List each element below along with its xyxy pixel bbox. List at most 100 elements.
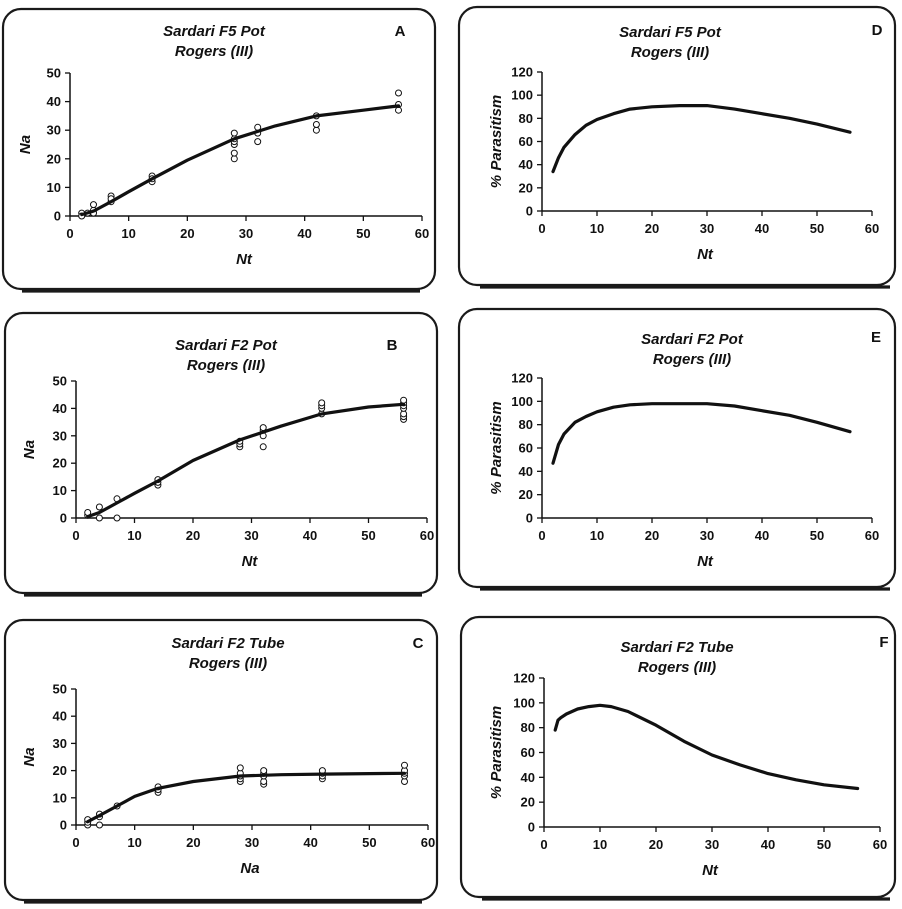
x-axis-label: Na	[240, 860, 259, 877]
panel-frame	[3, 618, 439, 902]
x-axis-label: Nt	[702, 862, 719, 879]
x-tick-label: 60	[865, 221, 879, 236]
x-tick-label: 30	[244, 528, 258, 543]
chart-title-line: Rogers (III)	[189, 655, 267, 672]
fitted-curve-line	[86, 402, 406, 519]
panel-A: Sardari F5 Pot Rogers (III) A 0 10 20 30 40 50 0 1…	[0, 6, 440, 296]
x-tick-label: 20	[649, 837, 663, 852]
x-tick-label: 0	[540, 837, 547, 852]
x-tick-label: 0	[538, 528, 545, 543]
y-tick-label: 50	[53, 374, 67, 389]
y-tick-label: 100	[513, 695, 535, 710]
x-tick-label: 20	[645, 221, 659, 236]
data-point	[401, 761, 408, 769]
panel-B: Sardari F2 Pot Rogers (III) B 0 10 20 30 40 50 0 1…	[2, 310, 442, 600]
fitted-curve-line	[551, 402, 852, 465]
y-tick-label: 80	[519, 111, 533, 126]
y-tick-label: 20	[53, 456, 67, 471]
x-tick-label: 40	[303, 835, 317, 850]
y-tick-label: 30	[53, 736, 67, 751]
x-tick-label: 10	[593, 837, 607, 852]
chart-title-line: Rogers (III)	[638, 659, 716, 676]
panel-C: Sardari F2 Tube Rogers (III) C 0 10 20 30 40 50 0…	[2, 617, 442, 907]
data-point	[96, 821, 103, 829]
chart-B: Sardari F2 Pot Rogers (III) B 0 10 20 30 40 50 0 1…	[3, 311, 439, 597]
x-tick-label: 60	[420, 528, 434, 543]
y-axis-label: % Parasitism	[488, 706, 505, 799]
y-tick-label: 80	[519, 417, 533, 432]
x-tick-label: 10	[121, 226, 135, 241]
panel-E: Sardari F2 Pot Rogers (III) E 0 20 40 60 80 100 1…	[456, 306, 900, 594]
y-tick-label: 80	[521, 720, 535, 735]
x-tick-label: 30	[245, 835, 259, 850]
x-tick-label: 40	[755, 528, 769, 543]
x-tick-label: 60	[415, 226, 429, 241]
y-tick-label: 40	[53, 401, 67, 416]
panel-frame	[457, 307, 897, 589]
x-tick-label: 40	[761, 837, 775, 852]
x-tick-label: 50	[356, 226, 370, 241]
y-tick-label: 60	[521, 745, 535, 760]
x-tick-label: 50	[362, 835, 376, 850]
data-point	[95, 503, 103, 511]
chart-title-line: Sardari F2 Pot	[175, 337, 278, 354]
y-tick-label: 30	[53, 428, 67, 443]
panel-letter: A	[395, 23, 406, 40]
y-axis-label: % Parasitism	[488, 401, 505, 494]
data-point	[400, 396, 408, 404]
y-tick-label: 120	[513, 671, 535, 686]
y-tick-label: 0	[526, 511, 533, 526]
data-point	[260, 767, 268, 775]
chart-title-line: Sardari F2 Tube	[620, 639, 733, 656]
y-tick-label: 40	[47, 94, 61, 109]
x-tick-label: 0	[66, 226, 73, 241]
data-point	[113, 514, 121, 522]
y-axis-label: Na	[21, 747, 38, 766]
panel-letter: C	[413, 635, 424, 652]
x-tick-label: 50	[810, 528, 824, 543]
x-axis-label: Nt	[697, 553, 714, 570]
panel-D: Sardari F5 Pot Rogers (III) D 0 20 40 60 80 100 1…	[456, 4, 900, 292]
x-tick-label: 50	[361, 528, 375, 543]
x-tick-label: 0	[538, 221, 545, 236]
data-point	[95, 514, 103, 522]
fitted-curve-line	[86, 771, 407, 824]
data-point	[312, 121, 320, 128]
y-tick-label: 40	[519, 464, 533, 479]
x-tick-label: 40	[755, 221, 769, 236]
x-tick-label: 0	[72, 835, 79, 850]
chart-C: Sardari F2 Tube Rogers (III) C 0 10 20 30 40 50 0…	[3, 618, 439, 904]
y-tick-label: 10	[47, 180, 61, 195]
y-tick-label: 50	[53, 682, 67, 697]
y-axis-label: % Parasitism	[488, 95, 505, 188]
data-point	[254, 138, 262, 146]
x-tick-label: 40	[303, 528, 317, 543]
x-tick-label: 30	[239, 226, 253, 241]
y-tick-label: 60	[519, 441, 533, 456]
fitted-curve-line	[553, 703, 860, 791]
y-tick-label: 0	[60, 818, 67, 833]
data-point	[395, 89, 402, 97]
chart-title-line: Rogers (III)	[631, 44, 709, 61]
data-point	[90, 201, 97, 209]
chart-title-line: Sardari F2 Tube	[171, 635, 284, 652]
panel-letter: E	[871, 329, 881, 346]
y-tick-label: 20	[519, 487, 533, 502]
y-axis-label: Na	[17, 135, 34, 154]
y-tick-label: 50	[47, 66, 61, 81]
chart-A: Sardari F5 Pot Rogers (III) A 0 10 20 30 40 50 0 1…	[1, 7, 437, 293]
x-tick-label: 60	[865, 528, 879, 543]
data-point	[395, 106, 402, 114]
x-axis-label: Nt	[236, 251, 253, 268]
chart-title-line: Rogers (III)	[653, 351, 731, 368]
y-tick-label: 0	[528, 820, 535, 835]
chart-title-line: Rogers (III)	[187, 357, 265, 374]
x-tick-label: 50	[810, 221, 824, 236]
y-tick-label: 20	[53, 763, 67, 778]
data-point	[236, 764, 244, 772]
chart-title-line: Sardari F5 Pot	[619, 24, 722, 41]
x-tick-label: 60	[421, 835, 435, 850]
